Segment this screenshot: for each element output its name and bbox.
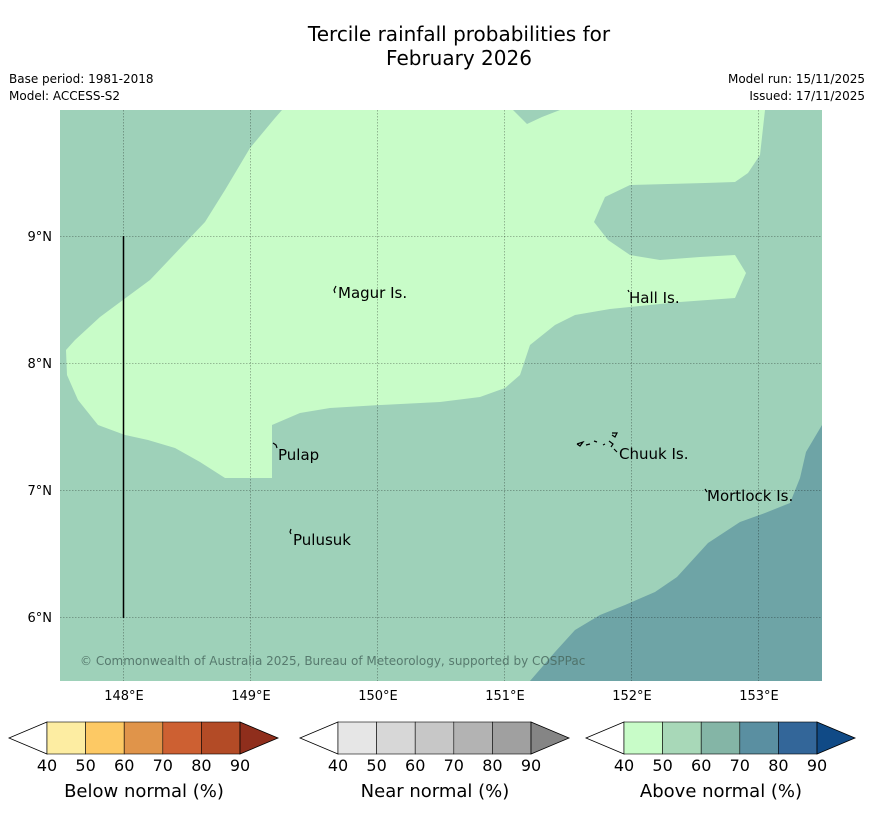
colorbar-tick-label: 50 [366,756,386,775]
lon-tick: 150°E [358,689,398,704]
title-line-1: Tercile rainfall probabilities for [307,22,611,46]
place-pulap: Pulap [278,446,319,464]
model-name: Model: ACCESS-S2 [9,89,121,103]
colorbar-below: 40 50 60 70 80 90 [7,721,280,775]
zone-above-40-50 [66,110,765,478]
pulap-island-marker [272,442,278,449]
copyright-notice: © Commonwealth of Australia 2025, Bureau… [80,654,585,668]
place-pulusuk: Pulusuk [293,531,351,549]
colorbar-tick-label: 90 [807,756,827,775]
colorbar-extend-low [298,721,339,755]
map-panel: Magur Is. Hall Is. Pulap Chuuk Is. Mortl… [60,110,822,681]
issued-date: Issued: 17/11/2025 [749,89,865,103]
colorbar-near-label: Near normal (%) [360,781,510,802]
island-markers [272,285,708,535]
colorbar-segment [739,721,779,755]
colorbar-segment [201,721,241,755]
title-line-2: February 2026 [386,46,532,70]
colorbar-segment [85,721,125,755]
lat-tick: 7°N [28,484,53,499]
colorbar-tick-label: 50 [652,756,672,775]
colorbar-tick-label: 60 [405,756,425,775]
colorbar-tick-label: 70 [153,756,173,775]
map-title: Tercile rainfall probabilities for Febru… [0,22,873,70]
colorbar-tick-label: 80 [768,756,788,775]
colorbar-tick-label: 40 [37,756,57,775]
colorbar-segment [162,721,202,755]
lat-tick: 6°N [28,611,53,626]
colorbar-segment [376,721,416,755]
colorbar-above: 40 50 60 70 80 90 [584,721,857,775]
lon-tick: 151°E [485,689,525,704]
lon-tick: 153°E [739,689,779,704]
colorbar-segment [46,721,86,755]
colorbar-tick-label: 90 [521,756,541,775]
chuuk-island-marker [576,432,618,453]
colorbar-segment [337,721,377,755]
colorbar-segment [778,721,818,755]
colorbar-tick-label: 70 [730,756,750,775]
place-labels: Magur Is. Hall Is. Pulap Chuuk Is. Mortl… [278,284,793,549]
colorbar-extend-low [7,721,48,755]
colorbar-segment [700,721,741,755]
model-run: Model run: 15/11/2025 [727,72,865,86]
place-chuuk: Chuuk Is. [619,445,688,463]
lat-tick: 8°N [28,357,53,372]
place-mortlock: Mortlock Is. [707,487,793,505]
lon-tick: 148°E [104,689,144,704]
lon-tick: 152°E [612,689,652,704]
colorbar-below-label: Below normal (%) [64,781,224,802]
colorbar-tick-label: 60 [114,756,134,775]
lon-tick-labels: 148°E 149°E 150°E 151°E 152°E 153°E [104,689,779,704]
lat-tick: 9°N [28,230,53,245]
meta-right: Model run: 15/11/2025 Issued: 17/11/2025 [728,71,865,105]
colorbar-tick-label: 40 [328,756,348,775]
colorbar-extend-high [239,721,280,755]
meta-left: Base period: 1981-2018 Model: ACCESS-S2 [9,71,154,105]
colorbar-near: 40 50 60 70 80 90 [298,721,571,775]
lon-tick: 149°E [231,689,271,704]
colorbar-tick-label: 80 [482,756,502,775]
zone-above-60-70 [530,425,822,681]
colorbar-tick-label: 60 [691,756,711,775]
colorbar-extend-high [816,721,857,755]
pulusuk-island-marker [289,528,292,535]
colorbar-tick-label: 90 [230,756,250,775]
hall-island-marker [627,289,630,293]
magur-island-marker [333,285,337,294]
place-magur: Magur Is. [338,284,407,302]
colorbar-segment [492,721,532,755]
colorbar-above-label: Above normal (%) [639,781,803,802]
colorbar-segment [453,721,493,755]
colorbar-tick-label: 80 [191,756,211,775]
base-period: Base period: 1981-2018 [9,72,154,86]
colorbar-tick-label: 70 [444,756,464,775]
colorbar-extend-high [530,721,571,755]
colorbar-segment [123,721,164,755]
colorbar-tick-label: 40 [614,756,634,775]
place-hall: Hall Is. [629,289,680,307]
colorbar-segment [414,721,455,755]
colorbar-segment [623,721,663,755]
lat-tick-labels: 9°N 8°N 7°N 6°N [28,230,53,626]
mortlock-island-marker [704,488,708,493]
colorbar-segment [662,721,702,755]
colorbar-extend-low [584,721,625,755]
colorbar-tick-label: 50 [75,756,95,775]
